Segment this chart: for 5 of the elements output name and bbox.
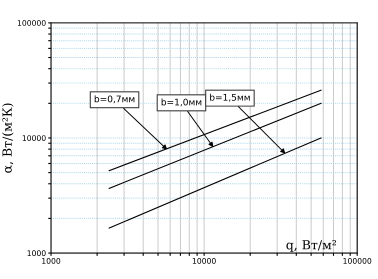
x-axis-title: q, Вт/м² <box>286 240 336 252</box>
annotation: b=0,7мм <box>94 95 134 104</box>
y-axis-title: α, Вт/(м²К) <box>2 104 14 173</box>
annotation: b=1,5мм <box>210 94 250 102</box>
annotation: b=1,0мм <box>162 98 202 106</box>
